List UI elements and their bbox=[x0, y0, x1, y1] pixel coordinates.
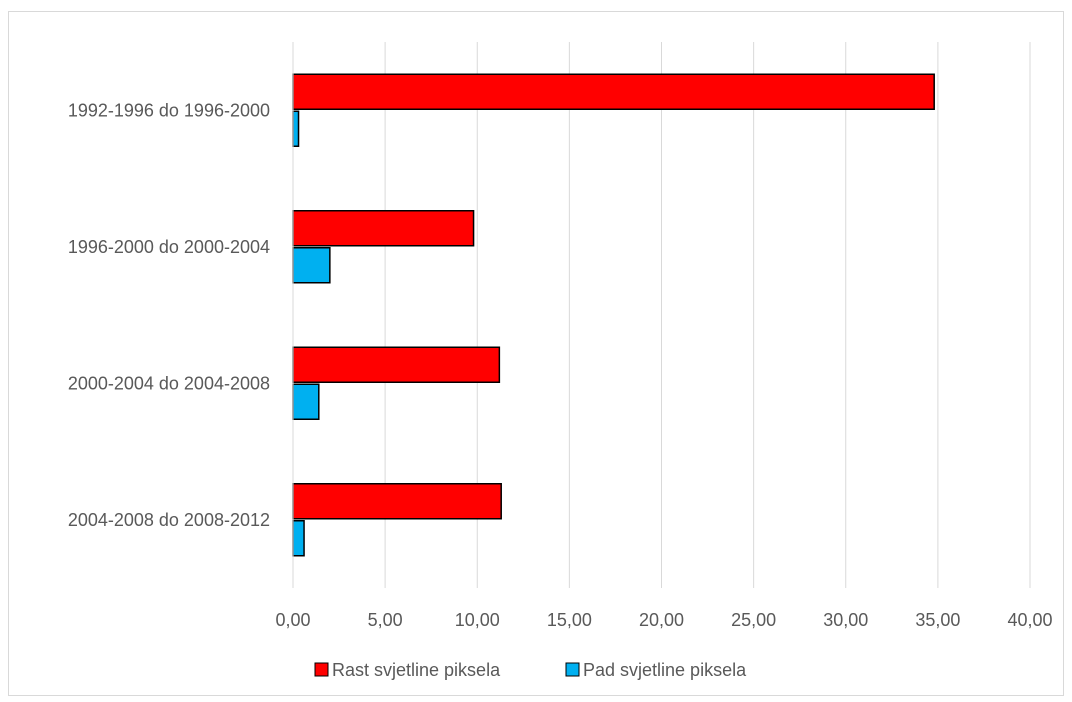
category-label: 2004-2008 do 2008-2012 bbox=[68, 510, 270, 530]
category-label: 2000-2004 do 2004-2008 bbox=[68, 373, 270, 393]
category-label: 1996-2000 do 2000-2004 bbox=[68, 237, 270, 257]
bar-rast bbox=[292, 483, 502, 520]
category-label: 1992-1996 do 1996-2000 bbox=[68, 100, 270, 120]
bar-rast bbox=[292, 210, 475, 247]
x-tick-label: 5,00 bbox=[368, 610, 403, 630]
bar-pad bbox=[292, 383, 320, 420]
x-tick-label: 10,00 bbox=[455, 610, 500, 630]
bar-pad bbox=[292, 520, 305, 557]
legend: Rast svjetline piksela Pad svjetline piks… bbox=[314, 660, 747, 680]
bar-rast bbox=[292, 73, 935, 110]
x-tick-label: 15,00 bbox=[547, 610, 592, 630]
x-tick-label: 30,00 bbox=[823, 610, 868, 630]
bar-pad bbox=[292, 247, 331, 284]
chart-frame bbox=[8, 11, 1064, 696]
legend-label: Pad svjetline piksela bbox=[583, 660, 747, 680]
x-tick-label: 35,00 bbox=[915, 610, 960, 630]
category-labels: 1992-1996 do 1996-2000 1996-2000 do 2000-… bbox=[68, 100, 270, 530]
bar-rast bbox=[292, 346, 501, 383]
x-tick-label: 20,00 bbox=[639, 610, 684, 630]
legend-label: Rast svjetline piksela bbox=[332, 660, 501, 680]
x-tick-labels: 0,00 5,00 10,00 15,00 20,00 25,00 30,00 35,00 40… bbox=[275, 610, 1052, 630]
bars bbox=[292, 73, 935, 557]
legend-swatch bbox=[565, 662, 580, 677]
legend-swatch bbox=[314, 662, 329, 677]
x-tick-label: 0,00 bbox=[275, 610, 310, 630]
x-tick-label: 40,00 bbox=[1007, 610, 1052, 630]
x-tick-label: 25,00 bbox=[731, 610, 776, 630]
bar-pad bbox=[292, 110, 300, 147]
